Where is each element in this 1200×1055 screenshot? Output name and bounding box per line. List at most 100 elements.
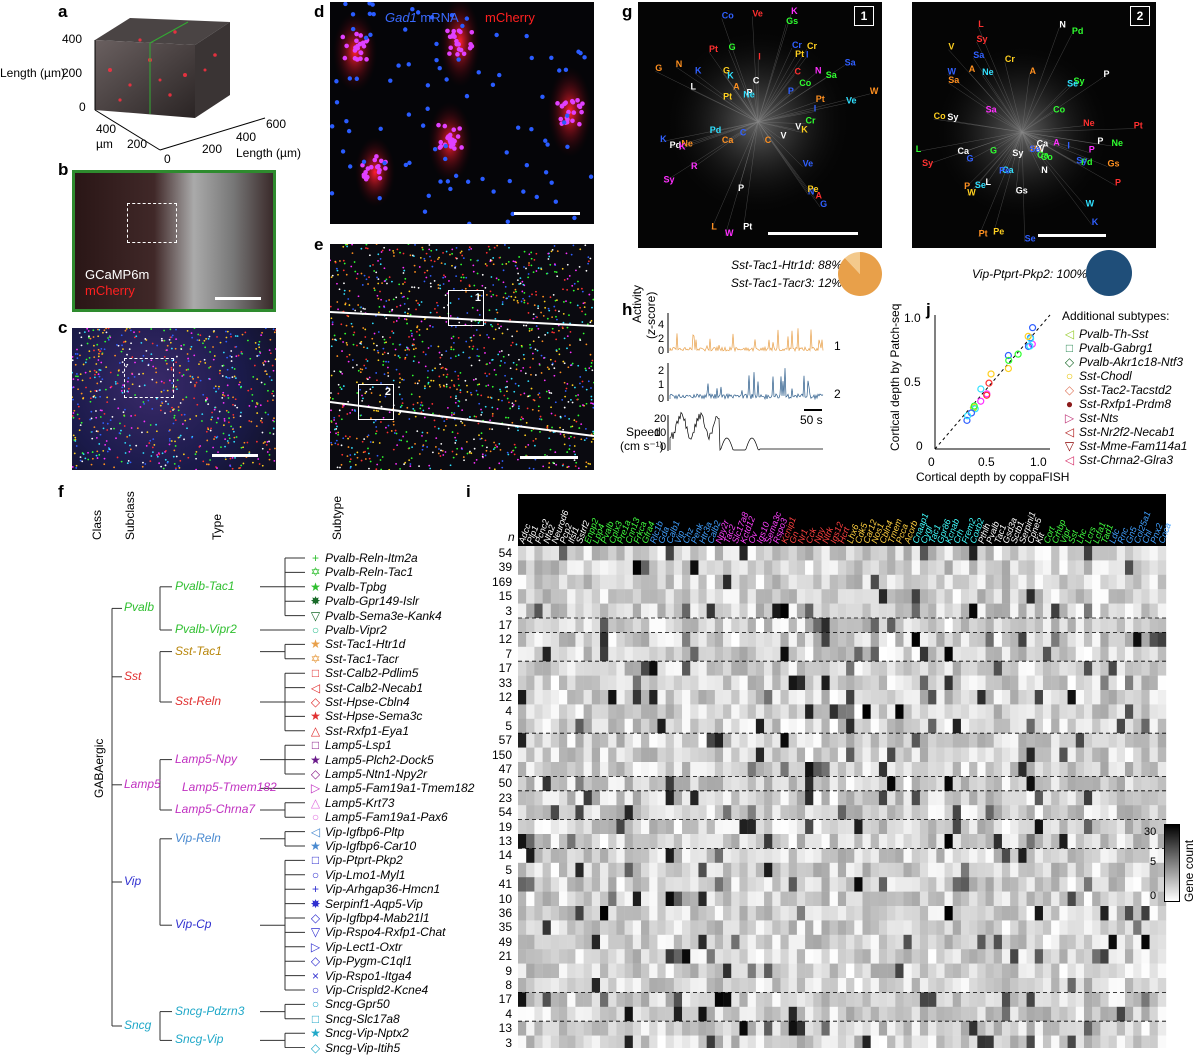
- type-label: Lamp5-Chrna7: [175, 802, 255, 816]
- subtype-row: ★Lamp5-Plch2-Dock5: [310, 753, 434, 767]
- panel-c-spots: [72, 328, 276, 470]
- legend-marker-icon: ◇: [1064, 383, 1075, 397]
- type-label: Sncg-Pdzrn3: [175, 1004, 244, 1018]
- svg-text:Gs: Gs: [786, 16, 798, 26]
- type-label: Sst-Reln: [175, 694, 221, 708]
- svg-text:N: N: [1041, 165, 1048, 175]
- subtype-marker-icon: ○: [310, 810, 321, 824]
- subtype-marker-icon: ✡: [310, 565, 321, 579]
- panel-g-2-scalebar: [1038, 234, 1106, 237]
- subtype-row: ✡Sst-Tac1-Tacr: [310, 652, 399, 666]
- svg-text:I: I: [1067, 141, 1070, 151]
- n-value: 35: [486, 920, 512, 934]
- subtype-label: Sst-Calb2-Necab1: [325, 681, 423, 695]
- subtype-label: Lamp5-Lsp1: [325, 738, 392, 752]
- legend-label: Sst-Tac2-Tacstd2: [1079, 383, 1172, 397]
- subtype-row: +Vip-Arhgap36-Hmcn1: [310, 882, 440, 896]
- panel-g-pie-2: [1086, 250, 1132, 296]
- n-value: 17: [486, 661, 512, 675]
- subtype-row: ▷Lamp5-Fam19a1-Tmem182: [310, 781, 474, 795]
- panel-j-legend-item: ▷ Sst-Nts: [1064, 411, 1118, 425]
- panel-h-trace1-tick-2: 2: [658, 333, 664, 345]
- subtype-marker-icon: ★: [310, 580, 321, 594]
- subtype-marker-icon: ◇: [310, 911, 321, 925]
- panel-e-roi-box-1: 1: [448, 290, 484, 326]
- subtype-label: Sst-Calb2-Pdlim5: [325, 666, 418, 680]
- panel-h-scalebar: [804, 409, 822, 411]
- panel-h-trace2-tick-2: 2: [658, 365, 664, 377]
- panel-b-image: GCaMP6m mCherry: [72, 170, 276, 312]
- svg-text:Se: Se: [975, 180, 986, 190]
- svg-text:Sy: Sy: [922, 158, 933, 168]
- subtype-label: Pvalb-Vipr2: [325, 623, 387, 637]
- n-value: 47: [486, 762, 512, 776]
- legend-label: Sst-Nts: [1079, 411, 1118, 425]
- svg-text:Ne: Ne: [1112, 138, 1124, 148]
- svg-text:Sa: Sa: [948, 75, 960, 85]
- panel-j-legend-item: ◁Pvalb-Th-Sst: [1064, 327, 1148, 341]
- panel-j-legend-item: ◇ Sst-Tac2-Tacstd2: [1064, 383, 1172, 397]
- subtype-label: Pvalb-Reln-Tac1: [325, 565, 413, 579]
- panel-label-c: c: [58, 318, 67, 338]
- panel-h-scalebar-label: 50 s: [800, 413, 823, 427]
- subtype-label: Vip-Rspo4-Rxfp1-Chat: [325, 925, 446, 939]
- legend-label: Sst-Chodl: [1079, 369, 1132, 383]
- panel-h-speed-tick-10: 10: [654, 427, 666, 439]
- panel-b-legend-gcamp: GCaMP6m: [85, 267, 149, 282]
- subtype-row: ★Sncg-Vip-Nptx2: [310, 1026, 409, 1040]
- type-label: Vip-Cp: [175, 917, 211, 931]
- svg-text:Sy: Sy: [663, 174, 674, 184]
- subtype-row: ▷Vip-Lect1-Oxtr: [310, 940, 402, 954]
- svg-text:V: V: [948, 42, 954, 52]
- subtype-marker-icon: ○: [310, 623, 321, 637]
- n-value: 4: [486, 1007, 512, 1021]
- n-value: 12: [486, 632, 512, 646]
- svg-text:G: G: [820, 199, 827, 209]
- svg-text:Ve: Ve: [846, 95, 857, 105]
- panel-a: 400 200 0 Length (µm) 400 µm 200 0 200 4…: [0, 0, 305, 165]
- panel-j-xtick-05: 0.5: [978, 455, 995, 469]
- subtype-row: △Sst-Rxfp1-Eya1: [310, 724, 409, 738]
- subtype-marker-icon: ○: [310, 868, 321, 882]
- subtype-row: ◇Sst-Hpse-Cbln4: [310, 695, 410, 709]
- svg-text:Sy: Sy: [1012, 148, 1023, 158]
- panel-j-legend-item: ◁Sst-Chrna2-Glra3: [1064, 453, 1173, 467]
- subtype-row: ×Vip-Rspo1-Itga4: [310, 969, 412, 983]
- n-value: 50: [486, 776, 512, 790]
- svg-text:Ne: Ne: [1083, 118, 1095, 128]
- panel-b-roi-box: [127, 203, 177, 243]
- panel-h-speed-tick-0: 0: [660, 441, 666, 453]
- legend-label: Pvalb-Akr1c18-Ntf3: [1079, 355, 1183, 369]
- subtype-marker-icon: ✸: [310, 594, 321, 608]
- axis-a-tick-x-400: 400: [236, 130, 256, 144]
- panel-d-scalebar: [514, 212, 580, 215]
- subtype-marker-icon: ◇: [310, 954, 321, 968]
- svg-text:G: G: [729, 42, 736, 52]
- panel-label-e: e: [314, 235, 323, 255]
- subtype-marker-icon: ○: [310, 983, 321, 997]
- legend-marker-icon: ▷: [1064, 411, 1075, 425]
- type-label: Pvalb-Vipr2: [175, 622, 237, 636]
- type-label: Lamp5-Npy: [175, 752, 237, 766]
- type-label: Pvalb-Tac1: [175, 579, 235, 593]
- subtype-marker-icon: ✸: [310, 897, 321, 911]
- panel-d-cells: [330, 2, 594, 224]
- subtype-marker-icon: ◇: [310, 767, 321, 781]
- panel-e-spots: [330, 244, 594, 470]
- svg-text:A: A: [969, 64, 976, 74]
- panel-f: Class Subclass Type Subtype GABAergic Pv…: [0, 480, 500, 1048]
- svg-text:C: C: [740, 127, 747, 137]
- panel-h-trace2-id: 2: [834, 387, 841, 401]
- panel-i-colorbar-tick-30: 30: [1144, 826, 1156, 838]
- svg-text:P: P: [788, 86, 794, 96]
- subtype-label: Lamp5-Plch2-Dock5: [325, 753, 434, 767]
- subtype-label: Vip-Igfbp6-Pltp: [325, 825, 404, 839]
- svg-text:Ve: Ve: [752, 8, 763, 18]
- n-value: 36: [486, 906, 512, 920]
- subtype-marker-icon: ▽: [310, 609, 321, 623]
- n-value: 49: [486, 935, 512, 949]
- subtype-label: Vip-Lect1-Oxtr: [325, 940, 402, 954]
- svg-text:A: A: [1029, 66, 1036, 76]
- n-value: 10: [486, 892, 512, 906]
